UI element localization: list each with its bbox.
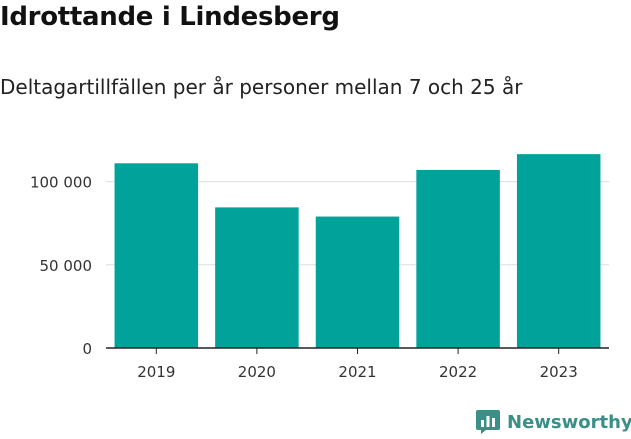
bar-chart-logo-icon [476,410,500,434]
y-tick-label: 0 [82,340,92,358]
y-tick-label: 100 000 [30,174,92,192]
x-tick-label: 2019 [137,363,175,381]
bar [315,216,400,348]
newsworthy-logo: Newsworthy [476,408,631,436]
brand-name: Newsworthy [507,411,631,433]
chart-title: Idrottande i Lindesberg [0,2,340,32]
y-tick-label: 50 000 [40,257,93,275]
bar [516,154,601,348]
x-tick-label: 2023 [540,363,578,381]
bar [416,169,500,348]
x-tick-label: 2020 [238,363,276,381]
x-tick-label: 2021 [338,363,376,381]
bar [215,207,299,348]
x-tick-label: 2022 [439,363,477,381]
chart-subtitle: Deltagartillfällen per år personer mella… [0,75,523,99]
bar [114,163,199,348]
